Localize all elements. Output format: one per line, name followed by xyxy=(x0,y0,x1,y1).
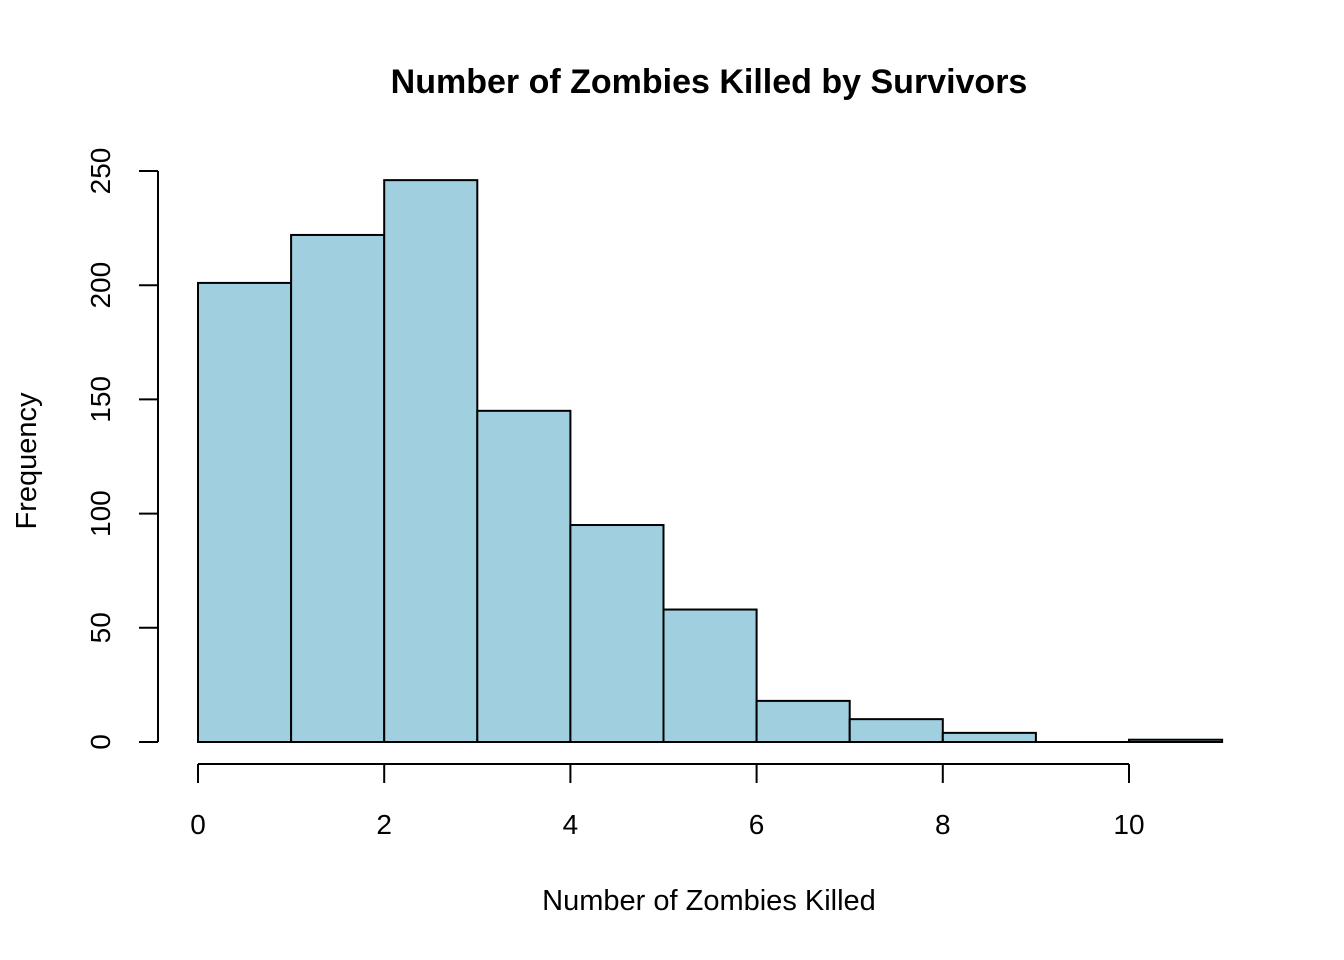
histogram-bar-1 xyxy=(290,233,386,743)
y-tick-label-3: 150 xyxy=(85,376,116,423)
y-tick-label-2: 100 xyxy=(85,490,116,537)
histogram-bar-2 xyxy=(383,179,479,744)
histogram-bar-3 xyxy=(476,409,572,743)
y-tick-label-5: 250 xyxy=(85,148,116,195)
histogram-bar-4 xyxy=(569,524,665,744)
y-tick-label-1: 50 xyxy=(85,612,116,643)
y-axis-label: Frequency xyxy=(11,392,43,530)
histogram-bar-10 xyxy=(1128,738,1224,744)
histogram-bar-8 xyxy=(941,731,1037,744)
y-axis: 0 50 100 150 200 250 xyxy=(85,148,159,750)
y-tick-label-0: 0 xyxy=(85,734,116,750)
x-tick-label-4: 8 xyxy=(935,809,951,840)
y-tick-label-4: 200 xyxy=(85,262,116,309)
x-axis: 0 2 4 6 8 10 xyxy=(190,763,1145,840)
x-axis-label: Number of Zombies Killed xyxy=(542,885,876,917)
chart-title: Number of Zombies Killed by Survivors xyxy=(391,63,1028,101)
histogram-bar-5 xyxy=(662,608,758,744)
x-tick-label-3: 6 xyxy=(749,809,765,840)
x-tick-label-0: 0 xyxy=(190,809,206,840)
histogram-bar-7 xyxy=(848,718,944,743)
x-tick-label-5: 10 xyxy=(1113,809,1144,840)
histogram-bar-0 xyxy=(197,281,293,743)
x-tick-label-1: 2 xyxy=(376,809,392,840)
x-tick-label-2: 4 xyxy=(563,809,579,840)
bars-group xyxy=(197,179,1224,744)
histogram-bar-6 xyxy=(755,699,851,743)
